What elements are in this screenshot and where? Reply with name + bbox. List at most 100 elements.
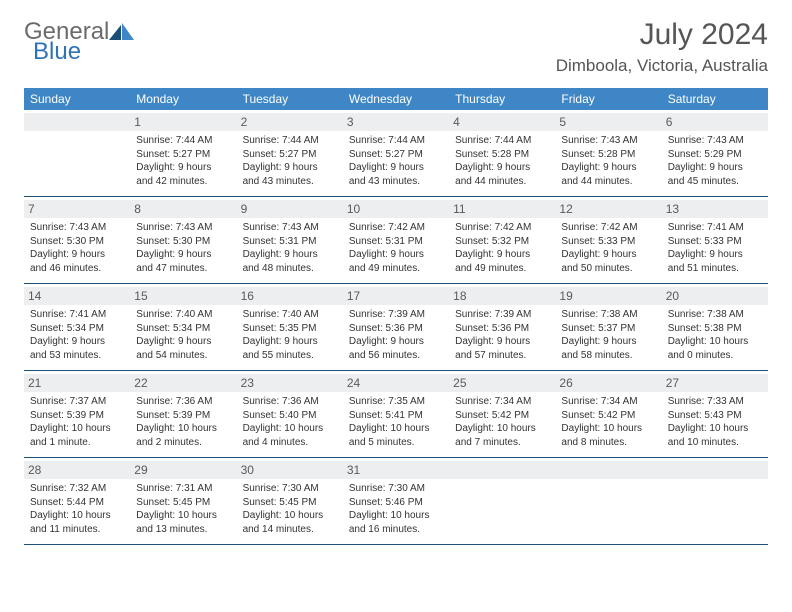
- sunrise-text: Sunrise: 7:34 AM: [455, 395, 549, 409]
- sunrise-text: Sunrise: 7:38 AM: [561, 308, 655, 322]
- day-number: [555, 461, 661, 479]
- sunrise-text: Sunrise: 7:40 AM: [243, 308, 337, 322]
- daylight-text: Daylight: 9 hours: [561, 335, 655, 349]
- day-number: 22: [130, 374, 236, 392]
- day-number: 15: [130, 287, 236, 305]
- day-number: 23: [237, 374, 343, 392]
- day-cell: 5Sunrise: 7:43 AMSunset: 5:28 PMDaylight…: [555, 110, 661, 196]
- day-cell: [662, 458, 768, 544]
- brand-part2: Blue: [33, 38, 81, 66]
- sunset-text: Sunset: 5:45 PM: [136, 496, 230, 510]
- calendar: SundayMondayTuesdayWednesdayThursdayFrid…: [24, 88, 768, 545]
- day-cell: 15Sunrise: 7:40 AMSunset: 5:34 PMDayligh…: [130, 284, 236, 370]
- sunrise-text: Sunrise: 7:39 AM: [349, 308, 443, 322]
- sail-icon: [109, 23, 135, 41]
- sunrise-text: Sunrise: 7:43 AM: [243, 221, 337, 235]
- day-number: 30: [237, 461, 343, 479]
- day-cell: 26Sunrise: 7:34 AMSunset: 5:42 PMDayligh…: [555, 371, 661, 457]
- daylight-text: and 7 minutes.: [455, 436, 549, 450]
- week-row: 7Sunrise: 7:43 AMSunset: 5:30 PMDaylight…: [24, 197, 768, 284]
- daylight-text: and 10 minutes.: [668, 436, 762, 450]
- daylight-text: and 44 minutes.: [561, 175, 655, 189]
- sunset-text: Sunset: 5:43 PM: [668, 409, 762, 423]
- day-number: 28: [24, 461, 130, 479]
- sunrise-text: Sunrise: 7:41 AM: [30, 308, 124, 322]
- day-cell: 13Sunrise: 7:41 AMSunset: 5:33 PMDayligh…: [662, 197, 768, 283]
- daylight-text: Daylight: 9 hours: [243, 335, 337, 349]
- daylight-text: Daylight: 9 hours: [30, 248, 124, 262]
- sunrise-text: Sunrise: 7:43 AM: [30, 221, 124, 235]
- sunrise-text: Sunrise: 7:36 AM: [136, 395, 230, 409]
- sunrise-text: Sunrise: 7:44 AM: [243, 134, 337, 148]
- daylight-text: and 51 minutes.: [668, 262, 762, 276]
- sunset-text: Sunset: 5:45 PM: [243, 496, 337, 510]
- day-cell: 8Sunrise: 7:43 AMSunset: 5:30 PMDaylight…: [130, 197, 236, 283]
- sunrise-text: Sunrise: 7:33 AM: [668, 395, 762, 409]
- daylight-text: and 57 minutes.: [455, 349, 549, 363]
- sunset-text: Sunset: 5:40 PM: [243, 409, 337, 423]
- sunset-text: Sunset: 5:42 PM: [455, 409, 549, 423]
- weekday-thursday: Thursday: [449, 88, 555, 110]
- sunrise-text: Sunrise: 7:42 AM: [561, 221, 655, 235]
- day-cell: 28Sunrise: 7:32 AMSunset: 5:44 PMDayligh…: [24, 458, 130, 544]
- daylight-text: Daylight: 9 hours: [561, 248, 655, 262]
- day-cell: 30 Sunrise: 7:30 AMSunset: 5:45 PMDayligh…: [237, 458, 343, 544]
- daylight-text: and 46 minutes.: [30, 262, 124, 276]
- daylight-text: Daylight: 9 hours: [668, 161, 762, 175]
- day-cell: [24, 110, 130, 196]
- sunrise-text: Sunrise: 7:35 AM: [349, 395, 443, 409]
- day-cell: 6Sunrise: 7:43 AMSunset: 5:29 PMDaylight…: [662, 110, 768, 196]
- day-number: 1: [130, 113, 236, 131]
- daylight-text: and 54 minutes.: [136, 349, 230, 363]
- sunrise-text: Sunrise: 7:37 AM: [30, 395, 124, 409]
- weekday-header-row: SundayMondayTuesdayWednesdayThursdayFrid…: [24, 88, 768, 110]
- sunset-text: Sunset: 5:39 PM: [30, 409, 124, 423]
- day-cell: 10Sunrise: 7:42 AMSunset: 5:31 PMDayligh…: [343, 197, 449, 283]
- sunset-text: Sunset: 5:30 PM: [30, 235, 124, 249]
- week-row: 28Sunrise: 7:32 AMSunset: 5:44 PMDayligh…: [24, 458, 768, 545]
- day-number: 8: [130, 200, 236, 218]
- day-number: 17: [343, 287, 449, 305]
- day-cell: 18Sunrise: 7:39 AMSunset: 5:36 PMDayligh…: [449, 284, 555, 370]
- day-cell: 24Sunrise: 7:35 AMSunset: 5:41 PMDayligh…: [343, 371, 449, 457]
- sunrise-text: Sunrise: 7:39 AM: [455, 308, 549, 322]
- sunrise-text: Sunrise: 7:30 AM: [243, 482, 337, 496]
- sunset-text: Sunset: 5:42 PM: [561, 409, 655, 423]
- daylight-text: Daylight: 10 hours: [561, 422, 655, 436]
- daylight-text: and 49 minutes.: [349, 262, 443, 276]
- daylight-text: and 5 minutes.: [349, 436, 443, 450]
- day-number: 9: [237, 200, 343, 218]
- day-number: 14: [24, 287, 130, 305]
- sunset-text: Sunset: 5:33 PM: [668, 235, 762, 249]
- day-cell: 27Sunrise: 7:33 AMSunset: 5:43 PMDayligh…: [662, 371, 768, 457]
- day-cell: 2Sunrise: 7:44 AMSunset: 5:27 PMDaylight…: [237, 110, 343, 196]
- sunrise-text: Sunrise: 7:41 AM: [668, 221, 762, 235]
- sunset-text: Sunset: 5:31 PM: [349, 235, 443, 249]
- sunrise-text: Sunrise: 7:43 AM: [136, 221, 230, 235]
- weekday-wednesday: Wednesday: [343, 88, 449, 110]
- daylight-text: and 1 minute.: [30, 436, 124, 450]
- title-block: July 2024 Dimboola, Victoria, Australia: [556, 18, 768, 76]
- sunrise-text: Sunrise: 7:44 AM: [349, 134, 443, 148]
- day-cell: 29Sunrise: 7:31 AMSunset: 5:45 PMDayligh…: [130, 458, 236, 544]
- day-cell: 22Sunrise: 7:36 AMSunset: 5:39 PMDayligh…: [130, 371, 236, 457]
- daylight-text: and 55 minutes.: [243, 349, 337, 363]
- day-cell: 14Sunrise: 7:41 AMSunset: 5:34 PMDayligh…: [24, 284, 130, 370]
- week-row: 14Sunrise: 7:41 AMSunset: 5:34 PMDayligh…: [24, 284, 768, 371]
- day-number: 12: [555, 200, 661, 218]
- day-cell: 25Sunrise: 7:34 AMSunset: 5:42 PMDayligh…: [449, 371, 555, 457]
- sunrise-text: Sunrise: 7:40 AM: [136, 308, 230, 322]
- daylight-text: Daylight: 9 hours: [136, 248, 230, 262]
- brand-part2-wrap: [111, 23, 135, 41]
- daylight-text: Daylight: 10 hours: [243, 422, 337, 436]
- daylight-text: and 58 minutes.: [561, 349, 655, 363]
- daylight-text: Daylight: 10 hours: [243, 509, 337, 523]
- daylight-text: Daylight: 9 hours: [349, 248, 443, 262]
- day-number: 10: [343, 200, 449, 218]
- daylight-text: and 2 minutes.: [136, 436, 230, 450]
- day-number: 29: [130, 461, 236, 479]
- sunset-text: Sunset: 5:31 PM: [243, 235, 337, 249]
- day-number: 25: [449, 374, 555, 392]
- sunset-text: Sunset: 5:37 PM: [561, 322, 655, 336]
- day-cell: 17Sunrise: 7:39 AMSunset: 5:36 PMDayligh…: [343, 284, 449, 370]
